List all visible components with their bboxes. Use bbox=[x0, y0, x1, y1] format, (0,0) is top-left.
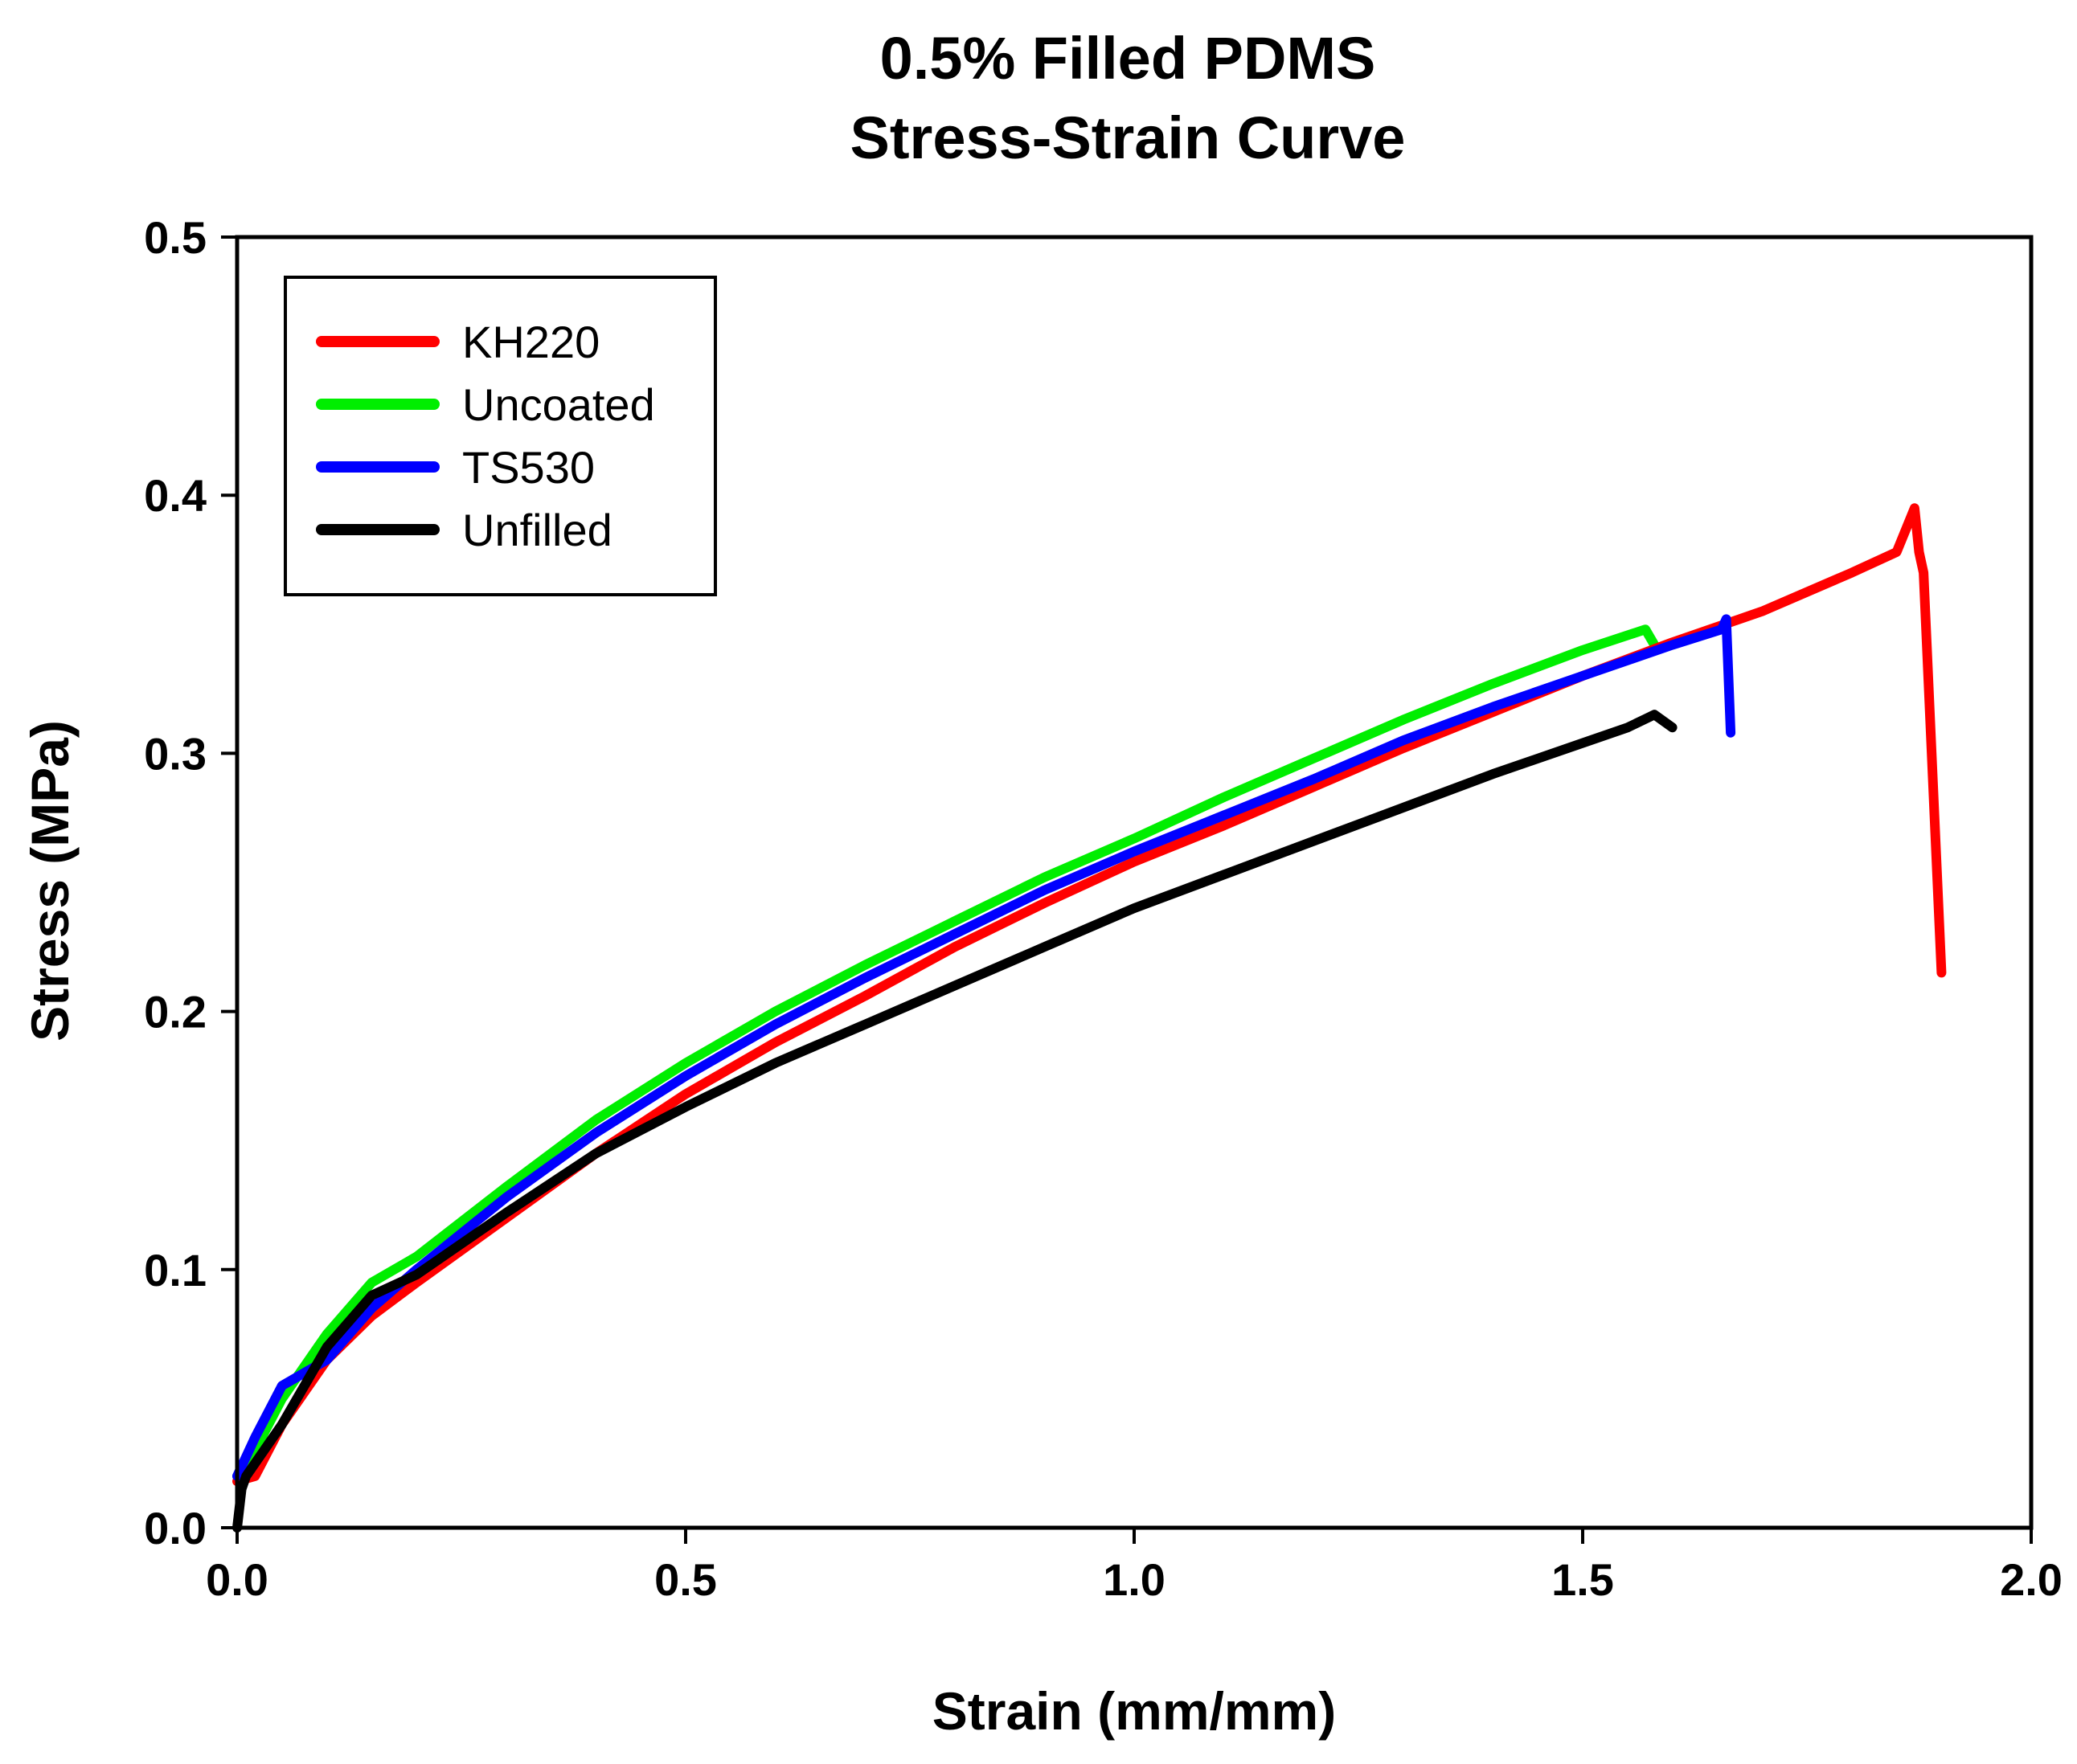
x-axis-label: Strain (mm/mm) bbox=[932, 1681, 1336, 1741]
x-tick-label: 0.5 bbox=[654, 1554, 717, 1605]
plot-area-frame bbox=[235, 235, 2034, 1530]
legend-label-unfilled: Unfilled bbox=[462, 505, 612, 555]
x-tick-label: 1.5 bbox=[1551, 1554, 1614, 1605]
data-series bbox=[232, 503, 1947, 1533]
chart-title-line-2: Stress-Strain Curve bbox=[850, 104, 1406, 171]
y-tick-label: 0.3 bbox=[144, 728, 207, 779]
y-tick-label: 0.5 bbox=[144, 212, 207, 263]
series-line-ts530 bbox=[232, 614, 1736, 1481]
y-tick-label: 0.0 bbox=[144, 1503, 207, 1553]
legend-items: KH220 Uncoated TS530 Unfilled bbox=[316, 317, 655, 555]
legend-label-uncoated: Uncoated bbox=[462, 379, 655, 430]
legend-box bbox=[284, 276, 717, 596]
series-line-unfilled bbox=[232, 710, 1678, 1533]
series-line-kh220 bbox=[232, 503, 1947, 1487]
chart-title-line-1: 0.5% Filled PDMS bbox=[880, 25, 1376, 92]
y-axis-label: Stress (MPa) bbox=[20, 720, 80, 1042]
legend: KH220 Uncoated TS530 Unfilled bbox=[284, 276, 717, 596]
y-tick-label: 0.2 bbox=[144, 987, 207, 1038]
legend-label-ts530: TS530 bbox=[462, 442, 595, 493]
x-tick-label: 1.0 bbox=[1103, 1554, 1165, 1605]
x-tick-label: 0.0 bbox=[206, 1554, 268, 1605]
y-tick-label: 0.1 bbox=[144, 1245, 207, 1295]
series-line-uncoated bbox=[232, 624, 1660, 1481]
y-tick-label: 0.4 bbox=[144, 470, 207, 521]
axis-ticks: 0.0 0.5 1.0 1.5 2.0 0.0 0.1 0.2 0.3 0.4 0.5 bbox=[144, 212, 2063, 1605]
x-tick-label: 2.0 bbox=[2000, 1554, 2063, 1605]
legend-label-kh220: KH220 bbox=[462, 317, 600, 367]
